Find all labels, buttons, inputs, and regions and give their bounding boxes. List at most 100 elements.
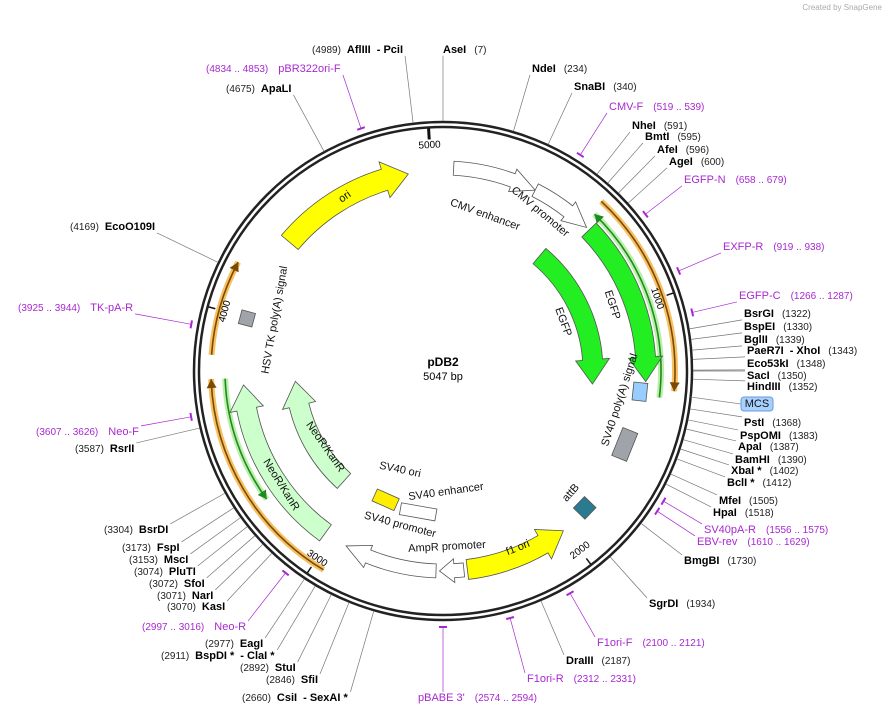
site-name: RsrII (110, 443, 134, 455)
site-name: MfeI (719, 495, 741, 507)
site-label: (3587) RsrII (75, 443, 134, 455)
leader-line (689, 319, 743, 330)
site-position: (3071) (157, 591, 186, 602)
site-label: DraIII (2187) (566, 655, 630, 667)
mcs-label-box (740, 396, 774, 412)
leader-line (657, 510, 696, 537)
neor-arrow (229, 384, 332, 542)
site-label: (3153) MscI (129, 554, 188, 566)
ampr-promoter-arrow (438, 557, 466, 584)
egfp-arrow (532, 247, 611, 385)
site-position: (1339) (776, 335, 805, 346)
primer-mark (690, 308, 695, 317)
primer-range: (1610 .. 1629) (747, 537, 809, 548)
leader-line (596, 131, 631, 175)
primer-range: (2574 .. 2594) (475, 693, 537, 704)
site-position: (1368) (772, 418, 801, 429)
site-label: AgeI (600) (669, 156, 724, 168)
leader-line (640, 523, 683, 556)
site-name: SgrDI (649, 598, 678, 610)
site-label: HpaI (1518) (713, 507, 774, 519)
leader-line (247, 572, 286, 622)
leader-line (170, 492, 226, 525)
primer-mark (189, 320, 194, 329)
site-position: (1390) (778, 455, 807, 466)
leader-line (197, 526, 248, 567)
green-arc-head (594, 214, 604, 224)
site-position: (3304) (104, 525, 133, 536)
leader-line (692, 356, 746, 360)
leader-line (293, 94, 325, 152)
site-name: PspOMI (740, 430, 781, 442)
leader-line (670, 473, 718, 496)
primer-label: SV40pA-R (1556 .. 1575) (704, 524, 828, 536)
site-name: MscI (164, 554, 188, 566)
site-label: (3071) NarI (157, 590, 213, 602)
primer-label: (3925 .. 3944) TK-pA-R (18, 302, 133, 314)
leader-line (678, 252, 722, 272)
ori-arrow (280, 161, 409, 251)
primer-name: EXFP-R (723, 241, 763, 253)
scale-tick (585, 558, 592, 565)
site-name: HpaI (713, 507, 737, 519)
primer-label: (3607 .. 3626) Neo-F (36, 426, 139, 438)
site-name: SnaBI (574, 81, 605, 93)
site-position: (2660) (242, 693, 271, 704)
leader-line (645, 185, 683, 215)
primer-name: EGFP-C (739, 290, 781, 302)
site-name: BclI * (727, 477, 755, 489)
primer-mark (566, 590, 575, 597)
primer-mark (642, 210, 649, 219)
leader-line (692, 345, 743, 351)
leader-line (190, 517, 241, 555)
site-name: PaeR7I (747, 345, 784, 357)
site-label: NheI (591) (632, 120, 687, 132)
site-label: BglII (1339) (744, 334, 805, 346)
site-label: (2977) EagI (205, 638, 263, 650)
site-name: SfiI (301, 674, 318, 686)
leader-line (692, 301, 738, 313)
site-position: (1348) (797, 359, 826, 370)
feature-label: ori (336, 188, 353, 205)
site-label: AseI (7) (443, 44, 486, 56)
site-name: PstI (744, 417, 764, 429)
primer-label: CMV-F (519 .. 539) (609, 101, 704, 113)
site-label: BamHI (1390) (735, 454, 807, 466)
primer-range: (519 .. 539) (653, 102, 704, 113)
primer-mark (281, 569, 290, 577)
site-name: SacI (747, 370, 770, 382)
attb-box (572, 495, 597, 520)
site-position: (1352) (789, 382, 818, 393)
leader-line (683, 439, 734, 455)
site-position: (1387) (770, 442, 799, 453)
site-label: (4169) EcoO109I (70, 221, 155, 233)
leader-line (690, 396, 742, 405)
site-name: KasI (202, 601, 225, 613)
leader-line (627, 167, 668, 204)
site-label: NdeI (234) (532, 63, 587, 75)
leader-line (342, 74, 362, 129)
site-position: (340) (613, 82, 636, 93)
green-arc (593, 213, 662, 398)
primer-name: F1ori-F (597, 637, 633, 649)
orange-arc-head (229, 262, 239, 273)
site-label: (3070) KasI (167, 601, 225, 613)
primer-mark (576, 151, 585, 158)
orange-arc-head (669, 382, 680, 392)
site-name: AseI (443, 44, 466, 56)
leader-line (136, 427, 200, 444)
plasmid-size: 5047 bp (423, 371, 463, 383)
site-name: AflIII (347, 44, 371, 56)
leader-line (141, 416, 192, 427)
sv40-ori-box (371, 488, 400, 512)
site-label: BmtI (595) (645, 131, 701, 143)
leader-line (609, 556, 648, 599)
leader-line (690, 408, 743, 418)
primer-label: (4834 .. 4853) pBR322ori-F (206, 63, 341, 75)
site-label: (3173) FspI (122, 542, 180, 554)
primer-name: SV40pA-R (704, 524, 756, 536)
neor-arrow (281, 380, 352, 489)
site-label: (3304) BsrDI (104, 524, 168, 536)
site-label: PstI (1368) (744, 417, 801, 429)
site-position: (1322) (782, 309, 811, 320)
